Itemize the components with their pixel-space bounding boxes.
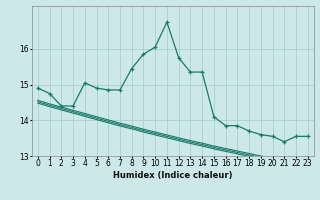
- X-axis label: Humidex (Indice chaleur): Humidex (Indice chaleur): [113, 171, 233, 180]
